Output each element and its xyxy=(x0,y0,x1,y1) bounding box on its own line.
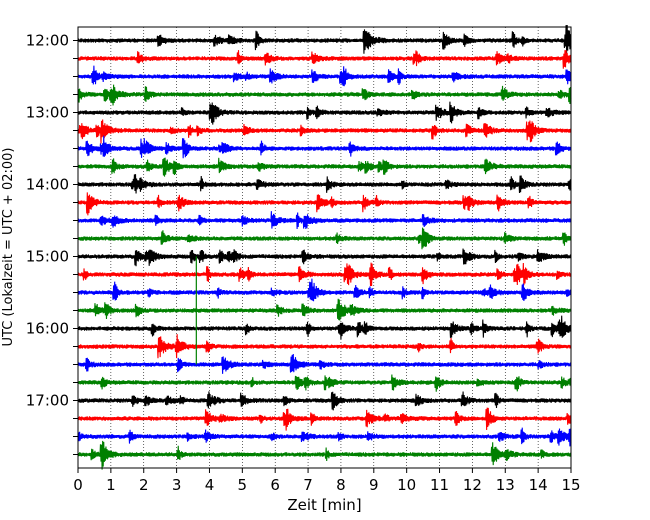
seismic-traces xyxy=(77,24,572,470)
x-tick-label: 1 xyxy=(106,476,116,494)
x-tick-label: 12 xyxy=(463,476,482,494)
x-tick-label: 8 xyxy=(336,476,346,494)
trace-1500 xyxy=(77,248,572,267)
trace-1645 xyxy=(77,374,572,392)
plot-frame xyxy=(77,26,572,469)
trace-1230 xyxy=(77,65,572,87)
x-tick-label: 4 xyxy=(205,476,215,494)
y-tick-label: 14:00 xyxy=(26,176,69,194)
x-tick-label: 11 xyxy=(430,476,449,494)
trace-1745 xyxy=(77,440,572,470)
y-tick-label: 13:00 xyxy=(26,104,69,122)
trace-1700 xyxy=(77,391,572,411)
trace-1300 xyxy=(77,101,572,125)
y-axis-label: UTC (Lokalzeit = UTC + 02:00) xyxy=(1,148,16,347)
trace-1530 xyxy=(77,278,572,302)
trace-1330 xyxy=(77,135,572,159)
trace-1345 xyxy=(77,157,572,177)
x-axis-label: Zeit [min] xyxy=(287,496,361,514)
trace-1215 xyxy=(77,50,572,69)
trace-1545 xyxy=(77,298,572,321)
x-tick-label: 10 xyxy=(397,476,416,494)
y-tick-label: 17:00 xyxy=(26,392,69,410)
x-tick-label: 2 xyxy=(139,476,149,494)
trace-1515 xyxy=(77,262,572,287)
x-tick-label: 14 xyxy=(529,476,548,494)
x-tick-label: 9 xyxy=(369,476,379,494)
x-tick-label: 3 xyxy=(172,476,182,494)
y-tick-label: 16:00 xyxy=(26,320,69,338)
x-axis-ticks: 0 1 2 3 4 5 6 7 8 9 10 11 12 13 14 15 xyxy=(73,468,581,494)
y-axis-ticks: 12:00 13:00 14:00 15:00 16:00 17:00 xyxy=(26,32,78,455)
x-tick-label: 0 xyxy=(73,476,83,494)
trace-1630 xyxy=(77,354,572,374)
trace-1445 xyxy=(77,227,572,250)
x-tick-label: 7 xyxy=(303,476,313,494)
trace-1415 xyxy=(77,192,572,216)
x-tick-label: 15 xyxy=(561,476,580,494)
trace-1315 xyxy=(77,119,572,144)
trace-1245 xyxy=(77,84,572,106)
trace-1600 xyxy=(77,315,572,340)
y-tick-label: 12:00 xyxy=(26,32,69,50)
x-tick-label: 5 xyxy=(238,476,248,494)
x-tick-label: 6 xyxy=(270,476,280,494)
trace-1430 xyxy=(77,211,572,229)
trace-1400 xyxy=(77,174,572,194)
x-tick-label: 13 xyxy=(496,476,515,494)
trace-1615 xyxy=(77,334,572,359)
trace-1730 xyxy=(77,427,572,447)
plot-area xyxy=(78,27,571,468)
y-tick-label: 15:00 xyxy=(26,248,69,266)
trace-1200 xyxy=(77,24,572,55)
trace-1715 xyxy=(77,407,572,431)
